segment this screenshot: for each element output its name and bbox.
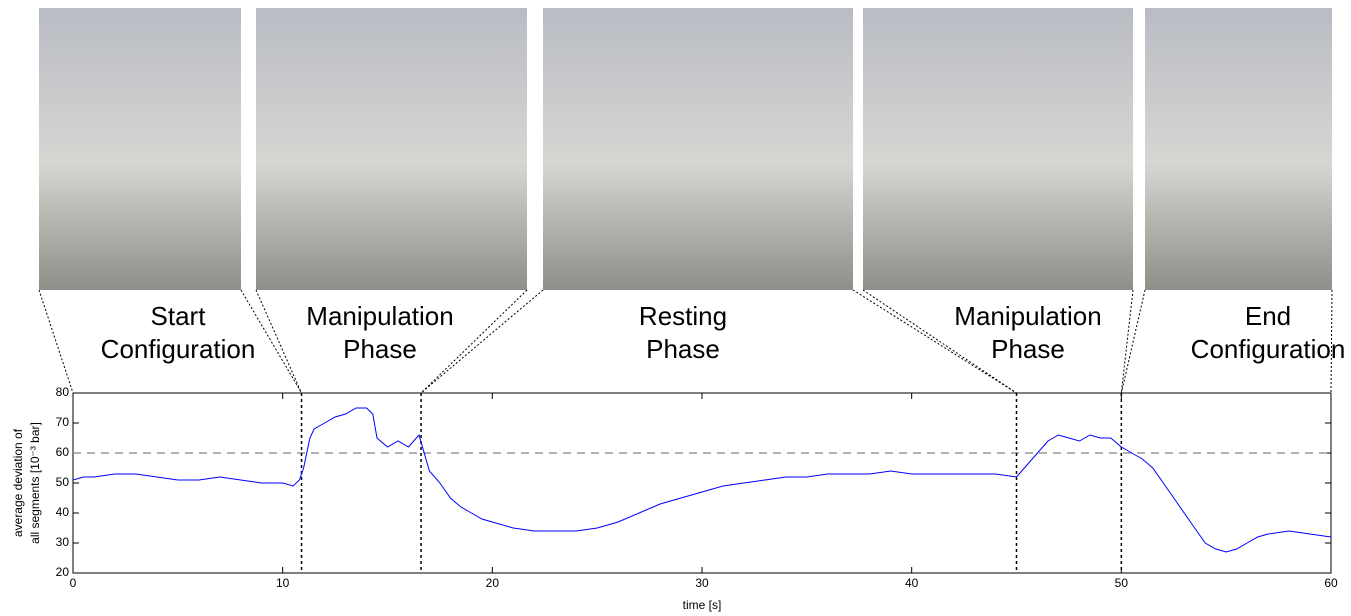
panel-label: Phase (991, 334, 1065, 364)
x-tick-label: 20 (486, 576, 500, 590)
x-tick-label: 10 (276, 576, 290, 590)
panel-label: Resting (639, 301, 727, 331)
panel-label: Configuration (101, 334, 256, 364)
y-tick-label: 80 (56, 385, 70, 399)
photo (863, 8, 1133, 290)
y-axis-label: all segments [10⁻³ bar] (28, 422, 42, 544)
photo (39, 8, 241, 290)
x-axis-label: time [s] (683, 598, 722, 612)
photo (543, 8, 853, 290)
x-tick-label: 30 (695, 576, 709, 590)
photos (39, 8, 1332, 290)
connector (38, 289, 74, 394)
connector (255, 289, 302, 394)
x-tick-label: 50 (1115, 576, 1129, 590)
connector (862, 289, 1017, 394)
photo (256, 8, 527, 290)
x-tick-label: 40 (905, 576, 919, 590)
y-tick-label: 60 (56, 445, 70, 459)
panel-label: Phase (343, 334, 417, 364)
connector (852, 289, 1017, 394)
connector (1330, 289, 1333, 394)
x-tick-label: 0 (70, 576, 77, 590)
x-tick-label: 60 (1324, 576, 1338, 590)
y-tick-label: 40 (56, 505, 70, 519)
y-axis-label: average deviation of (11, 428, 25, 537)
y-tick-label: 30 (56, 535, 70, 549)
panel-label: Manipulation (954, 301, 1101, 331)
photo (1145, 8, 1332, 290)
connector (420, 289, 528, 394)
y-tick-label: 70 (56, 415, 70, 429)
y-tick-label: 50 (56, 475, 70, 489)
panel-label: Configuration (1191, 334, 1346, 364)
panel-label: Start (151, 301, 207, 331)
panel-label: Phase (646, 334, 720, 364)
y-tick-label: 20 (56, 565, 70, 579)
panel-label: Manipulation (306, 301, 453, 331)
panel-label: End (1245, 301, 1291, 331)
connector (420, 289, 544, 394)
data-line (72, 407, 1332, 553)
connector (1120, 289, 1134, 394)
connector (1120, 289, 1146, 394)
